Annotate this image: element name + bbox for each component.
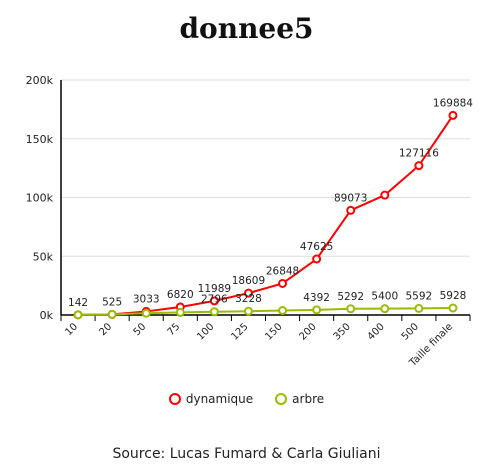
legend-marker-arbre [275,393,288,405]
data-point-dynamique [209,296,219,306]
y-tick-label: 0k [40,309,54,322]
legend-item-dynamique[interactable]: dynamique [168,392,254,406]
series-line-arbre [78,307,453,316]
data-label-dynamique: 127116 [399,148,439,160]
legend-marker-dynamique [168,393,181,405]
data-point-dynamique [346,205,356,215]
data-label-arbre: 5592 [406,290,433,302]
data-label-dynamique: 47625 [300,241,333,253]
plot-area: 0k 50k 100k 150k 200k 10 20 50 75 100 125 150 200 350… [26,74,474,369]
data-point-arbre [414,303,424,313]
data-point-dynamique [278,278,288,288]
x-tick-label: 500 [400,321,421,342]
legend-label-dynamique: dynamique [185,392,254,406]
chart-legend: dynamique arbre [0,392,493,406]
data-label-dynamique: 26848 [266,265,299,277]
data-point-arbre [312,305,322,315]
legend-label-arbre: arbre [292,392,325,406]
data-label-arbre: 4392 [303,292,330,304]
source-caption: Source: Lucas Fumard & Carla Giuliani [112,446,381,462]
x-tick-label: 400 [366,321,387,342]
data-point-arbre [209,307,219,317]
data-label-arbre: 5292 [337,291,364,303]
data-point-arbre [141,308,151,318]
x-tick-label: 100 [195,321,216,342]
x-tick-label: 350 [332,321,353,342]
y-tick-label: 200k [26,74,54,87]
data-point-arbre [448,303,458,313]
x-tick-label: 125 [229,321,250,342]
data-label-dynamique: 169884 [433,97,473,109]
data-point-dynamique [380,190,390,200]
data-label-arbre: 5928 [440,290,467,302]
data-label-dynamique: 525 [102,296,122,308]
x-tick-label: 150 [263,321,284,342]
y-tick-label: 50k [33,250,54,263]
x-tick-label: 75 [166,321,183,338]
data-label-dynamique: 142 [68,297,88,309]
legend-item-arbre[interactable]: arbre [275,392,324,406]
data-point-arbre [380,304,390,314]
chart-title: donnee5 [179,12,314,45]
data-label-dynamique: 3033 [133,293,160,305]
data-point-arbre [175,307,185,317]
y-tick-label: 150k [26,133,54,146]
data-point-arbre [73,310,83,320]
data-label-arbre: 5400 [371,291,398,303]
data-label-arbre: 2796 [201,294,228,306]
series-line-dynamique [78,114,454,316]
x-tick-label: 50 [132,321,149,338]
data-label-dynamique: 89073 [334,192,367,204]
data-label-dynamique: 18609 [232,275,265,287]
x-tick-label: 10 [63,321,80,338]
data-point-dynamique [243,288,253,298]
data-point-arbre [278,306,288,316]
data-label-arbre: 3228 [235,293,262,305]
x-tick-label: 20 [97,321,114,338]
data-point-arbre [346,304,356,314]
data-label-dynamique: 6820 [167,289,194,301]
data-point-dynamique [448,110,458,120]
data-point-arbre [107,309,117,319]
data-label-dynamique: 11989 [198,283,231,295]
y-tick-label: 100k [26,192,54,205]
data-point-dynamique [312,254,322,264]
data-point-arbre [243,306,253,316]
x-tick-label: 200 [297,321,318,342]
data-point-dynamique [414,161,424,171]
